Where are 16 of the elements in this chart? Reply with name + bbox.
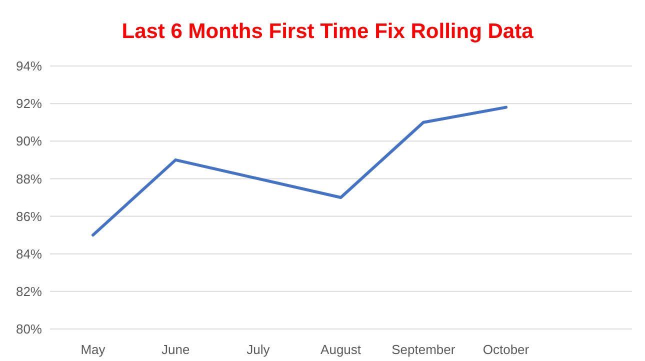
x-tick-label: July <box>246 342 270 357</box>
x-tick-label: August <box>320 342 362 357</box>
y-tick-label: 84% <box>16 246 42 262</box>
line-series <box>92 106 508 237</box>
y-tick-label: 92% <box>16 96 42 112</box>
y-tick-label: 94% <box>16 58 42 74</box>
x-tick-label: June <box>162 342 190 357</box>
y-tick-label: 82% <box>16 284 42 299</box>
y-tick-label: 88% <box>16 171 42 186</box>
x-tick-label: September <box>392 342 456 357</box>
chart-title: Last 6 Months First Time Fix Rolling Data <box>122 20 534 43</box>
y-tick-label: 90% <box>16 134 42 149</box>
y-tick-label: 86% <box>16 208 42 224</box>
y-tick-label: 80% <box>16 322 42 337</box>
x-tick-label: October <box>482 342 530 357</box>
x-tick-label: May <box>80 342 106 357</box>
